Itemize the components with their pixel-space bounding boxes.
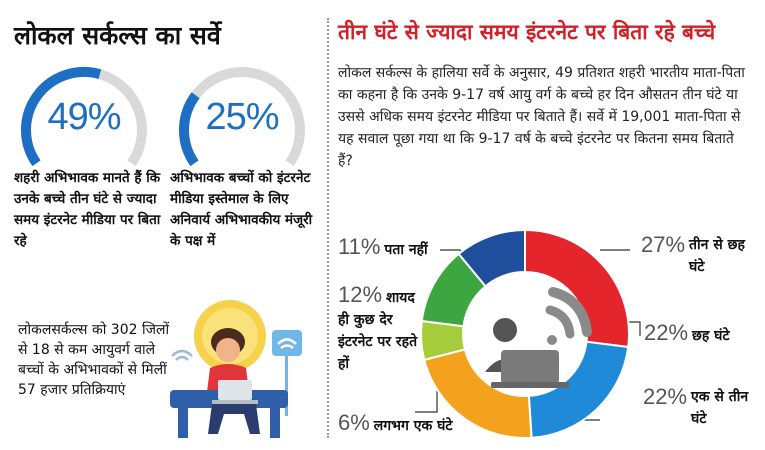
ring-1-progress <box>21 67 102 167</box>
slice-text-three-to-six: तीन से छह घंटे <box>689 237 745 275</box>
legs-shape <box>208 404 260 434</box>
slice-value-three-to-six: 27% <box>641 232 686 257</box>
slice-value-about-one: 6% <box>338 410 370 435</box>
stat-ring-1-graphic <box>21 67 147 167</box>
donut-slice-5 <box>457 228 526 288</box>
survey-paragraph: लोकल सर्कल्स के हालिया सर्वे के अनुसार, … <box>338 65 745 169</box>
slice-value-six: 22% <box>644 320 689 345</box>
wifi-small-icon <box>171 349 193 361</box>
slice-value-dont-know: 11% <box>338 234 381 259</box>
donut-slice-0 <box>524 228 630 349</box>
slice-text-rarely: शायद ही कुछ देर इंटरनेट पर रहते हों <box>338 290 418 372</box>
slice-text-dont-know: पता नहीं <box>384 242 428 258</box>
slice-label-about-one: 6% लगभग एक घंटे <box>338 412 452 437</box>
slice-text-one-to-three: एक से तीन घंटे <box>691 389 749 427</box>
left-title: लोकल सर्कल्स का सर्वे <box>14 21 221 50</box>
child-laptop-illustration <box>170 300 302 438</box>
face-shape <box>216 338 240 362</box>
column-divider <box>327 18 329 438</box>
slice-label-dont-know: 11% पता नहीं <box>338 236 428 261</box>
stat-2-text: अभिभावक बच्चों को इंटरनेट मीडिया इस्तेमा… <box>170 170 313 249</box>
slice-value-rarely: 12% <box>338 282 383 307</box>
survey-note: लोकलसर्कल्स को 302 जिलों से 18 से कम आयु… <box>18 322 170 398</box>
slice-value-one-to-three: 22% <box>643 384 688 409</box>
stat-ring-2: 25% <box>168 66 316 167</box>
slice-label-six: 22% छह घंटे <box>644 322 730 347</box>
slice-label-one-to-three: 22% एक से तीन घंटे <box>643 386 761 430</box>
ring-2-progress <box>179 92 200 167</box>
slice-text-six: छह घंटे <box>692 328 730 344</box>
slice-label-three-to-six: 27% तीन से छह घंटे <box>641 234 759 278</box>
laptop-icon <box>218 380 252 400</box>
wifi-sign-icon <box>272 330 302 356</box>
right-title: तीन घंटे से ज्यादा समय इंटरनेट पर बिता र… <box>338 20 716 44</box>
slice-label-rarely: 12% शायद ही कुछ देर इंटरनेट पर रहते हों <box>338 284 430 375</box>
stat-2-value: 25% <box>205 96 279 138</box>
stat-ring-2-graphic <box>179 67 305 167</box>
time-donut-chart <box>405 222 645 442</box>
center-wifi-laptop-icon <box>485 287 592 388</box>
slice-text-about-one: लगभग एक घंटे <box>373 418 453 434</box>
stat-ring-1: 49% <box>10 66 158 167</box>
donut-svg <box>420 228 630 439</box>
stat-1-text: शहरी अभिभावक मानते हैं कि उनके बच्चे तीन… <box>14 170 161 249</box>
stat-1-value: 49% <box>47 96 121 138</box>
